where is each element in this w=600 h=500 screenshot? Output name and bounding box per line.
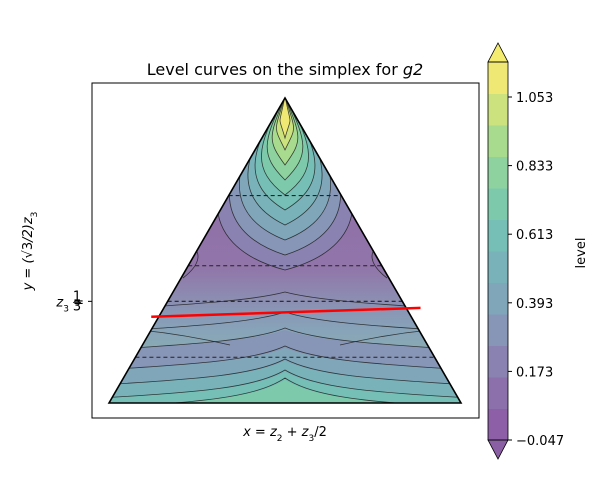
level-band [280,98,290,138]
chart-title: Level curves on the simplex for g2 [147,60,423,79]
contour-line [276,98,294,151]
y-tick-numerator: 1 [73,289,81,304]
colorbar-band [488,188,508,220]
bottom-band [109,380,461,403]
colorbar-frame [487,61,509,441]
y-tick-denominator: 3 [73,299,81,314]
red-segment [151,306,421,318]
colorbar-band [488,345,508,378]
colorbar-tick-label: 0.613 [516,228,553,243]
contour-line [271,98,299,166]
colorbar-extend-top [487,42,509,63]
x-axis-label: x = z2 + z3/2 [242,425,327,444]
colorbar-ticks: 1.053 0.833 0.613 0.393 0.173 −0.047 [508,91,564,449]
colorbar-band [488,62,508,94]
colorbar-label: level [574,238,589,269]
colorbar-band [488,282,508,315]
contour-line [261,98,309,196]
colorbar-band [488,125,508,157]
contour-line [109,369,461,399]
y-tick-label: z3 = [55,295,84,314]
contour-line [279,98,291,140]
colorbar-band [488,377,508,409]
colorbar-tick-label: 0.833 [516,160,553,175]
colorbar-band [488,156,508,189]
colorbar-band [488,219,508,252]
colorbar-band [488,408,508,441]
y-axis-label: y = (√3/2)z3 [21,212,40,292]
colorbar-bands [488,62,508,441]
contour-line [109,291,461,311]
colorbar-tick-label: 0.173 [516,365,553,380]
colorbar-band [488,93,508,126]
colorbar-band [488,251,508,283]
y-tick-fraction: 1 3 [73,289,81,314]
contour-line [109,327,461,351]
colorbar-tick-label: 1.053 [516,91,553,106]
contour-line [109,345,461,371]
colorbar-tick-label: −0.047 [516,434,564,449]
colorbar-band [488,314,508,346]
colorbar-tick-label: 0.393 [516,297,553,312]
colorbar-extend-bottom [487,439,509,460]
simplex-outline [107,96,463,404]
colorbar: 1.053 0.833 0.613 0.393 0.173 −0.047 level [487,42,589,460]
contour-line [266,98,304,181]
contour-line [109,358,461,386]
dashed-level-lines [135,195,435,358]
